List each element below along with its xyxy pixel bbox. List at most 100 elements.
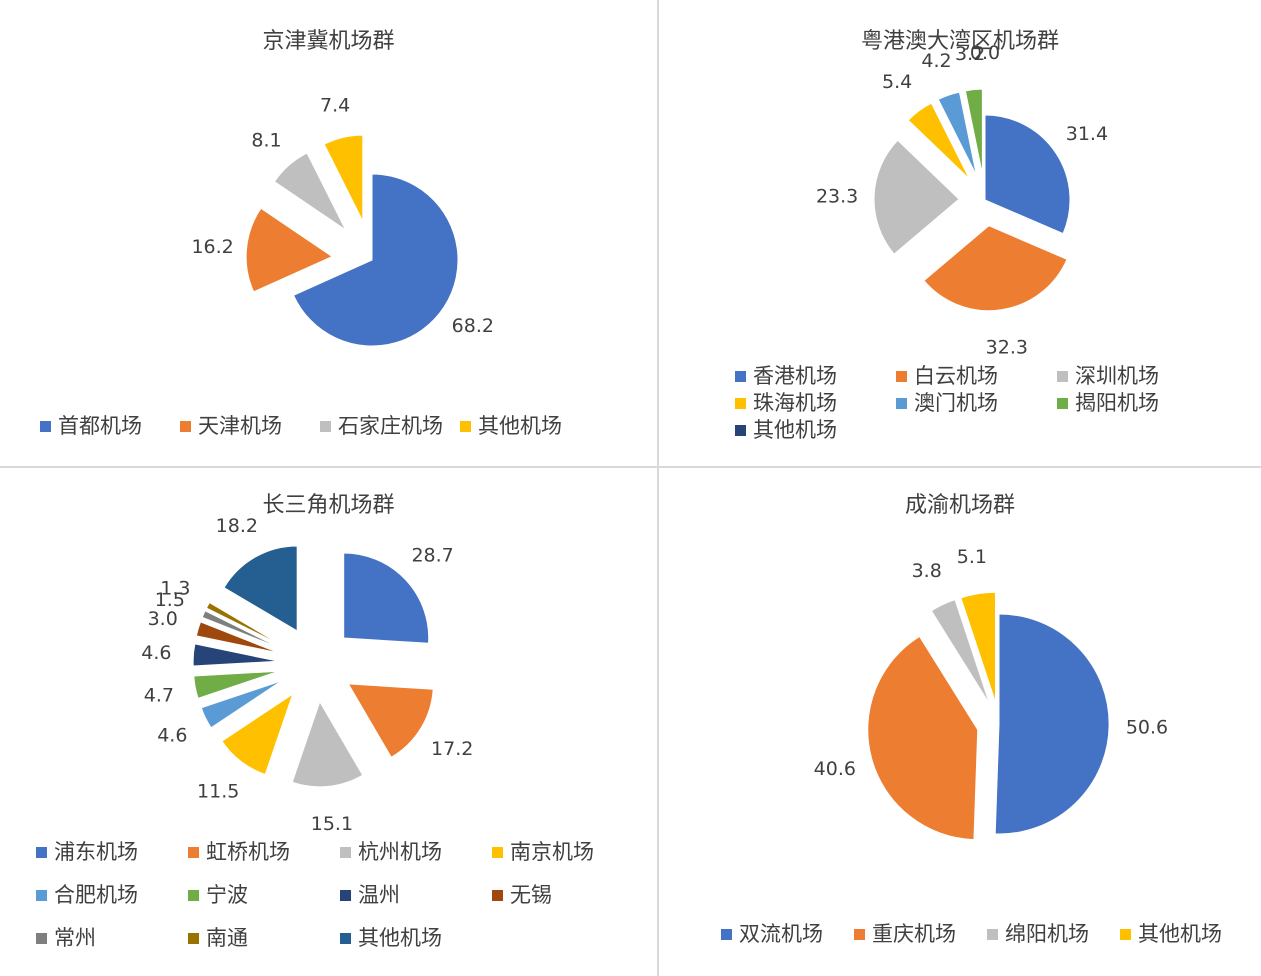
pie-slice [930, 599, 991, 705]
pie-slice-shape [193, 670, 279, 699]
legend-swatch [36, 933, 47, 944]
pie-slice [923, 225, 1068, 312]
legend-item: 双流机场 [721, 922, 823, 946]
legend-swatch [320, 421, 331, 432]
legend-item: 重庆机场 [854, 922, 956, 946]
legend-item: 绵阳机场 [987, 922, 1089, 946]
legend-label: 南京机场 [510, 840, 594, 864]
legend-item: 首都机场 [40, 414, 142, 438]
legend-label: 其他机场 [358, 926, 442, 950]
chart-title: 京津冀机场群 [262, 29, 394, 54]
legend-item: 其他机场 [460, 414, 562, 438]
data-label: 4.7 [144, 684, 174, 706]
pie-slice-shape [201, 610, 282, 650]
data-label: 16.2 [191, 236, 233, 258]
legend-label: 香港机场 [753, 364, 837, 388]
legend-swatch [40, 421, 51, 432]
legend-swatch [188, 890, 199, 901]
legend-swatch [188, 847, 199, 858]
data-label: 28.7 [411, 545, 453, 567]
legend-swatch [492, 890, 503, 901]
legend-swatch [1057, 371, 1068, 382]
pie-slice-shape [930, 599, 991, 705]
pie-slice [200, 680, 283, 729]
legend-label: 白云机场 [914, 364, 998, 388]
pie-slice [193, 670, 279, 699]
pie-slice-shape [923, 225, 1068, 312]
legend-item: 无锡 [492, 883, 552, 907]
legend-label: 杭州机场 [358, 840, 442, 864]
pie-slice-shape [964, 88, 983, 175]
legend-swatch [340, 847, 351, 858]
legend-swatch [460, 421, 471, 432]
legend-label: 无锡 [510, 883, 552, 907]
legend-item: 虹桥机场 [188, 840, 290, 864]
legend-swatch [492, 847, 503, 858]
legend-swatch [987, 929, 998, 940]
legend-item: 石家庄机场 [320, 414, 443, 438]
legend-swatch [735, 425, 746, 436]
pie-slice-shape [205, 601, 283, 647]
pie-slice [323, 134, 364, 222]
legend-item: 温州 [340, 883, 400, 907]
legend-label: 珠海机场 [753, 391, 837, 415]
pie-slice-shape [195, 621, 280, 654]
pie-chart-svg: 京津冀机场群 68.2 16.2 8.1 7.4 首都机场 天津机场 石家庄机场 其他机场 [40, 29, 562, 438]
legend-item: 常州 [36, 926, 96, 950]
data-label: 4.6 [141, 642, 171, 664]
pie-slice [291, 700, 364, 788]
legend-item: 南京机场 [492, 840, 594, 864]
data-label: 17.2 [431, 738, 473, 760]
legend-item: 杭州机场 [340, 840, 442, 864]
data-label: 32.3 [986, 336, 1028, 358]
chart-panel-yuegangao: 粤港澳大湾区机场群 31.4 32.3 23.3 5.4 4.2 3.2 0.0 香港机场 白云机… [659, 0, 1261, 466]
pie-slice-shape [245, 207, 334, 293]
legend-item: 揭阳机场 [1057, 391, 1159, 415]
legend-label: 绵阳机场 [1005, 922, 1089, 946]
legend-item: 天津机场 [180, 414, 282, 438]
chart-legend: 首都机场 天津机场 石家庄机场 其他机场 [40, 414, 562, 438]
pie-chart-svg: 粤港澳大湾区机场群 31.4 32.3 23.3 5.4 4.2 3.20.0 香港机场 白云机… [735, 29, 1159, 442]
pie-chart-svg: 成渝机场群 50.6 40.6 3.8 5.1 双流机场 重庆机场 绵阳机场 其他机场 [721, 493, 1222, 946]
data-label: 18.2 [216, 515, 258, 537]
legend-swatch [896, 371, 907, 382]
pie-slice [960, 591, 996, 703]
legend-label: 深圳机场 [1075, 364, 1159, 388]
legend-label: 宁波 [206, 883, 248, 907]
pie-slice-shape [192, 643, 279, 667]
pie-slice-shape [873, 139, 960, 255]
legend-label: 双流机场 [739, 922, 823, 946]
legend-swatch [1120, 929, 1131, 940]
data-label: 11.5 [197, 781, 239, 803]
legend-label: 澳门机场 [914, 391, 998, 415]
pie-slice [273, 152, 347, 232]
pie-chart-svg: 长三角机场群 28.7 17.2 15.1 11.5 4.6 4.7 4.6 3.01.51.3… [36, 493, 594, 950]
pie-slice [964, 88, 983, 175]
data-label: 50.6 [1126, 717, 1168, 739]
legend-label: 重庆机场 [872, 922, 956, 946]
data-label: 4.2 [921, 50, 951, 72]
pie-slice-shape [937, 91, 977, 176]
legend-swatch [340, 933, 351, 944]
legend-label: 虹桥机场 [206, 840, 290, 864]
pie-slice [195, 621, 280, 654]
data-label: 40.6 [814, 758, 856, 780]
chart-panel-jingjinji: 京津冀机场群 68.2 16.2 8.1 7.4 首都机场 天津机场 石家庄机场 其他机场 [0, 0, 657, 466]
pie-slice [873, 139, 960, 255]
pie-slice [292, 173, 459, 347]
pie-slice [994, 613, 1110, 835]
data-label: 68.2 [452, 315, 494, 337]
pie-slice-shape [984, 114, 1071, 235]
legend-item: 宁波 [188, 883, 248, 907]
chart-panel-chengyu: 成渝机场群 50.6 40.6 3.8 5.1 双流机场 重庆机场 绵阳机场 其他机场 [659, 468, 1261, 976]
chart-title: 粤港澳大湾区机场群 [861, 29, 1059, 54]
pie-slice [937, 91, 977, 176]
data-label: 23.3 [816, 185, 858, 207]
legend-label: 其他机场 [753, 418, 837, 442]
pie-slice [245, 207, 334, 293]
pie-slice-shape [867, 635, 979, 841]
legend-swatch [340, 890, 351, 901]
pie-slice-shape [223, 545, 298, 632]
